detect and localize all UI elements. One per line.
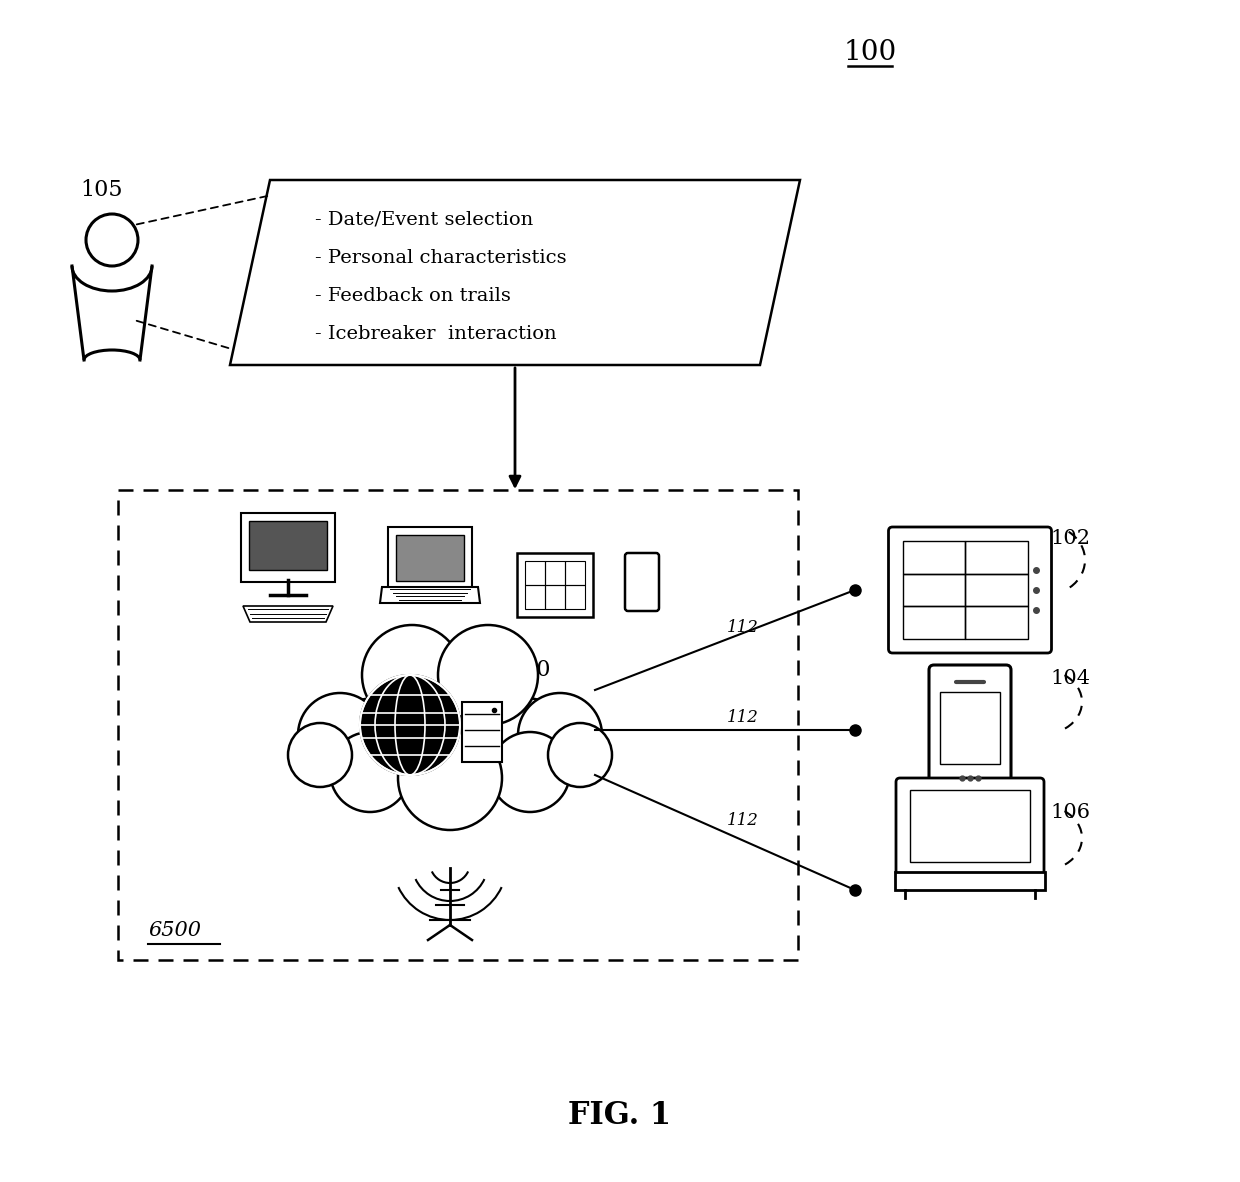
Text: 105: 105 <box>81 178 123 201</box>
Text: - Feedback on trails: - Feedback on trails <box>315 287 511 305</box>
Polygon shape <box>379 587 480 603</box>
FancyBboxPatch shape <box>889 527 1052 652</box>
Polygon shape <box>229 180 800 365</box>
Circle shape <box>398 726 502 830</box>
Circle shape <box>472 699 577 803</box>
Bar <box>118 491 799 960</box>
FancyBboxPatch shape <box>940 691 999 764</box>
Text: 112: 112 <box>727 619 759 636</box>
FancyBboxPatch shape <box>249 521 327 570</box>
Text: 110: 110 <box>508 660 552 681</box>
Circle shape <box>362 625 463 725</box>
Text: 100: 100 <box>843 39 897 65</box>
Text: 112: 112 <box>727 709 759 727</box>
Text: 6500: 6500 <box>148 921 201 940</box>
FancyBboxPatch shape <box>463 702 502 762</box>
Circle shape <box>382 652 518 788</box>
FancyBboxPatch shape <box>517 553 593 617</box>
Polygon shape <box>243 606 334 622</box>
Circle shape <box>438 625 538 725</box>
Text: 104: 104 <box>1050 669 1090 688</box>
Circle shape <box>360 675 460 775</box>
FancyBboxPatch shape <box>625 553 658 611</box>
Circle shape <box>288 723 352 787</box>
Text: - Icebreaker  interaction: - Icebreaker interaction <box>315 325 557 343</box>
FancyBboxPatch shape <box>388 527 472 589</box>
Text: - Personal characteristics: - Personal characteristics <box>315 249 567 267</box>
FancyBboxPatch shape <box>929 665 1011 795</box>
FancyBboxPatch shape <box>895 872 1045 890</box>
Text: - Date/Event selection: - Date/Event selection <box>315 212 533 229</box>
Text: 106: 106 <box>1050 803 1090 821</box>
FancyBboxPatch shape <box>910 790 1030 862</box>
Circle shape <box>298 693 382 777</box>
Circle shape <box>330 732 410 812</box>
FancyBboxPatch shape <box>241 513 335 582</box>
Circle shape <box>322 699 427 803</box>
Circle shape <box>548 723 613 787</box>
Circle shape <box>490 732 570 812</box>
FancyBboxPatch shape <box>396 535 464 582</box>
Text: FIG. 1: FIG. 1 <box>568 1099 672 1130</box>
Text: 112: 112 <box>727 812 759 829</box>
Circle shape <box>518 693 601 777</box>
Text: 102: 102 <box>1050 528 1090 547</box>
FancyBboxPatch shape <box>897 778 1044 876</box>
